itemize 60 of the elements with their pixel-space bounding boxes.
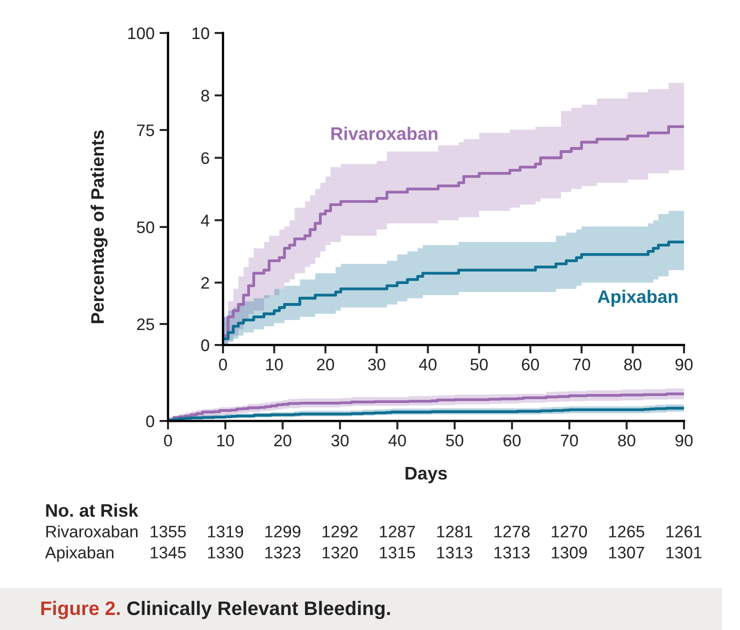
y-tick-label: 25: [137, 318, 154, 330]
x-tick-label: 40: [419, 358, 437, 370]
y-tick-label: 2: [201, 277, 209, 289]
x-tick-label: 50: [446, 434, 464, 446]
text: 1320: [322, 546, 358, 558]
text: 1345: [150, 546, 186, 558]
x-tick-label: 10: [266, 358, 283, 370]
x-tick-label: 0: [164, 434, 172, 446]
y-tick-label: 6: [201, 152, 210, 164]
text: 1287: [380, 526, 415, 538]
x-tick-label: 60: [504, 434, 521, 446]
text: 1355: [150, 526, 186, 538]
x-tick-label: 90: [676, 434, 693, 446]
x-tick-label: 90: [676, 358, 693, 370]
x-tick-label: 70: [560, 434, 578, 446]
text: 1313: [494, 546, 530, 558]
y-tick-label: 8: [201, 90, 210, 102]
x-tick-label: 20: [274, 434, 292, 446]
text: Apixaban: [45, 546, 114, 562]
x-tick-label: 30: [368, 358, 386, 370]
x-axis-title: Days: [406, 467, 447, 484]
text: 1265: [609, 526, 644, 538]
y-tick-label: 4: [200, 214, 210, 226]
x-tick-label: 60: [522, 358, 539, 370]
text: Clinically Relevant Bleeding.: [127, 600, 390, 620]
x-tick-label: 30: [331, 434, 349, 446]
y-axis-title: Percentage of Patients: [90, 130, 108, 324]
y-tick-label: 10: [192, 27, 210, 40]
text: Rivaroxaban: [46, 525, 138, 538]
text: 1330: [208, 546, 244, 558]
text: 1299: [265, 526, 300, 538]
x-tick-label: 70: [573, 358, 590, 370]
text: 1309: [552, 546, 587, 558]
y-tick-label: 50: [136, 221, 154, 234]
text: No. at Risk: [46, 504, 138, 517]
x-tick-label: 10: [217, 434, 234, 446]
y-tick-label: 0: [146, 415, 154, 428]
x-tick-label: 50: [470, 358, 488, 370]
text: Figure 2.: [41, 600, 120, 620]
text: 1270: [552, 526, 587, 538]
series-label: Apixaban: [598, 290, 678, 307]
text: 1301: [666, 546, 702, 558]
text: 1281: [437, 526, 472, 538]
text: Rivaroxaban: [331, 126, 438, 140]
x-tick-label: 20: [317, 358, 334, 370]
text: 1307: [609, 546, 644, 558]
y-tick-label: 100: [128, 27, 154, 40]
text: 1278: [494, 526, 530, 538]
x-tick-label: 80: [624, 358, 642, 370]
y-tick-label: 75: [137, 124, 154, 136]
text: 1261: [666, 526, 702, 538]
text: 1313: [437, 546, 472, 558]
x-tick-label: 40: [388, 434, 406, 446]
x-tick-label: 80: [618, 434, 636, 446]
text: 1323: [265, 546, 300, 558]
text: 1319: [208, 526, 244, 538]
y-tick-label: 0: [201, 339, 210, 352]
text: 1315: [380, 546, 416, 558]
x-tick-label: 0: [219, 358, 227, 370]
text: 1292: [322, 526, 358, 538]
